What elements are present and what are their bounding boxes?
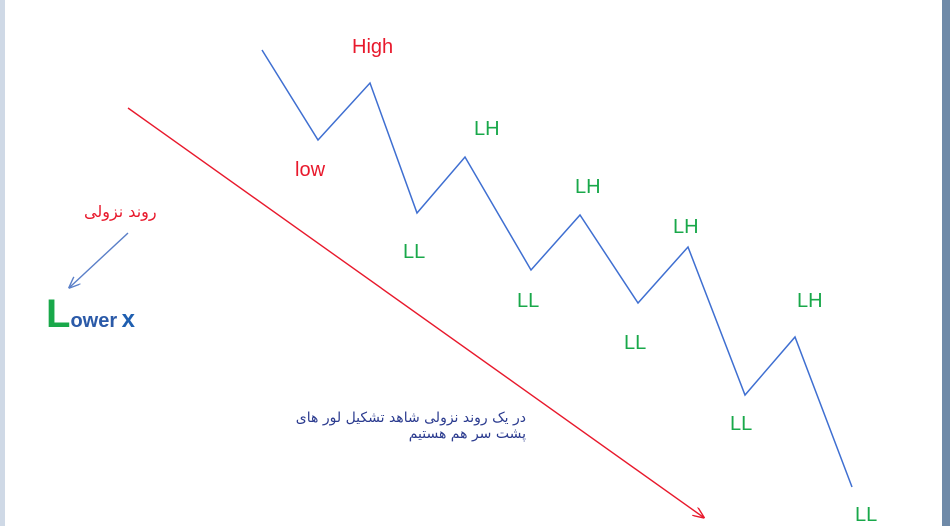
label-lh-4: LH	[797, 290, 823, 312]
lower-rest: ower	[70, 310, 118, 332]
label-ll-2: LL	[517, 290, 540, 312]
label-lh-3: LH	[673, 216, 699, 238]
left-edge-strip	[0, 0, 5, 526]
pointer-arrow	[70, 232, 129, 287]
label-low: low	[295, 159, 326, 181]
caption-text: در یک روند نزولی شاهد تشکیل لور های پشت …	[295, 410, 526, 442]
lower-x: x	[121, 306, 135, 333]
label-lh-2: LH	[575, 176, 601, 198]
right-edge-strip	[942, 0, 950, 526]
lower-initial: L	[46, 292, 71, 336]
label-ll-3: LL	[624, 332, 647, 354]
label-ll-5: LL	[855, 504, 878, 526]
downtrend-title: روند نزولی	[84, 202, 157, 221]
label-ll-4: LL	[730, 413, 753, 435]
label-lh-1: LH	[474, 118, 500, 140]
label-ll-1: LL	[403, 241, 426, 263]
price-zigzag-line	[261, 49, 853, 488]
label-high: High	[352, 36, 394, 58]
downtrend-arrow	[127, 107, 703, 517]
lower-x-label: Lower x	[46, 292, 135, 337]
